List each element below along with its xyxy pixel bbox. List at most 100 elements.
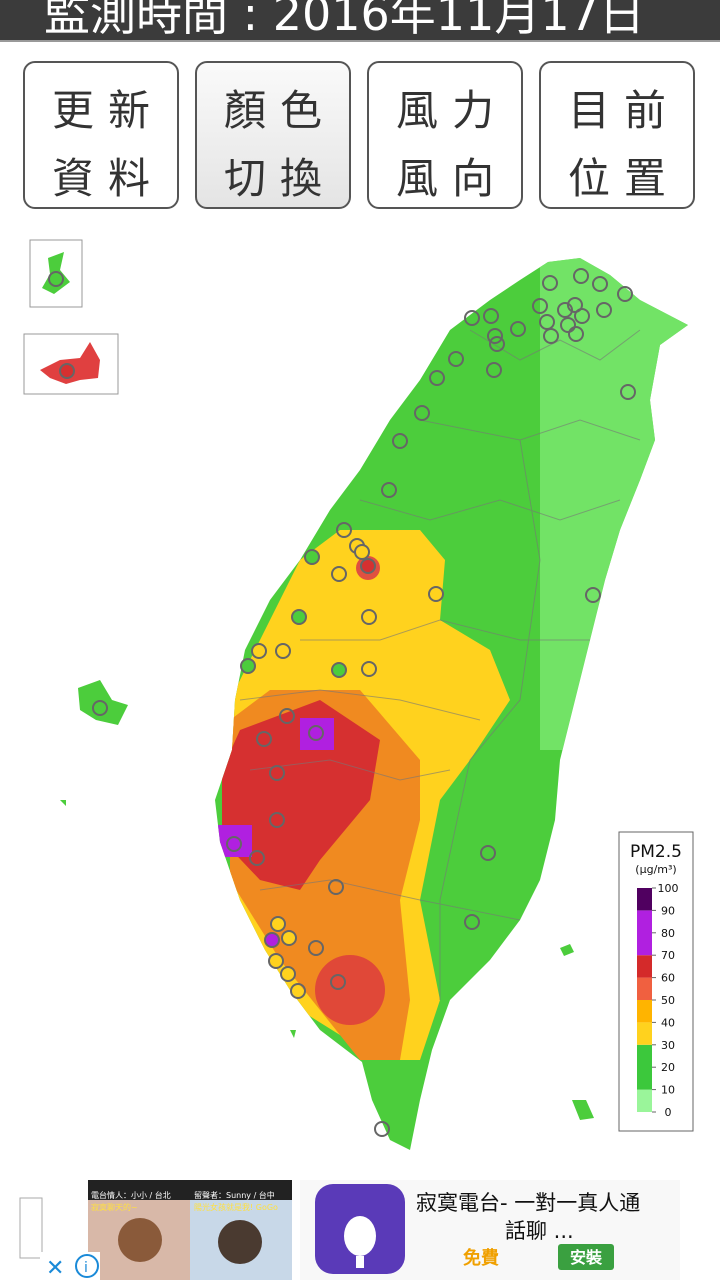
legend-unit: (μg/m³) (635, 863, 676, 876)
wind-button[interactable]: 風力 風向 (367, 61, 523, 209)
station (251, 643, 267, 659)
mic-icon (344, 1216, 376, 1256)
legend-tick-label: 40 (661, 1016, 675, 1029)
legend-tick-label: 90 (661, 904, 675, 917)
station (596, 302, 612, 318)
station (428, 586, 444, 602)
station (620, 384, 636, 400)
station (560, 317, 576, 333)
photo-face (118, 1218, 162, 1262)
legend-band (637, 888, 652, 911)
legend-box (618, 831, 694, 1132)
station (429, 370, 445, 386)
button-line: 資料 (51, 154, 164, 203)
station (275, 643, 291, 659)
station (574, 308, 590, 324)
station (270, 916, 286, 932)
legend-tick-label: 70 (661, 949, 675, 962)
ad-price: 免費 (463, 1247, 499, 1269)
mic-icon (356, 1256, 364, 1268)
button-line: 目前 (567, 86, 680, 135)
station (361, 609, 377, 625)
ad-banner[interactable]: 電台情人：小小 / 台北 留聲者：Sunny / 台中 寂寞聊天的~ 陽光女孩就… (0, 1180, 720, 1280)
install-button[interactable] (558, 1244, 614, 1270)
station (532, 298, 548, 314)
station (330, 974, 346, 990)
location-button[interactable]: 目前 位置 (539, 61, 695, 209)
station (360, 558, 376, 574)
station (487, 328, 503, 344)
button-line: 顏色 (223, 86, 336, 135)
legend-tick-label: 20 (661, 1061, 675, 1074)
station (336, 522, 352, 538)
refresh-button[interactable]: 更新 資料 (23, 61, 179, 209)
station (308, 940, 324, 956)
station (568, 326, 584, 342)
station (331, 662, 347, 678)
ad-caption: 寂寞聊天的~ (91, 1202, 138, 1212)
header-bar: 監測時間 : 2016年11月17日 (0, 0, 720, 42)
station (290, 983, 306, 999)
legend-tick-label: 0 (665, 1106, 672, 1119)
stations (48, 268, 636, 1137)
station (617, 286, 633, 302)
station (92, 700, 108, 716)
station (256, 731, 272, 747)
station (268, 953, 284, 969)
legend-band (637, 1000, 652, 1023)
ad-title: 話聊 ... (505, 1219, 574, 1243)
legend-band (637, 977, 652, 1000)
station (543, 328, 559, 344)
legend-band (637, 1044, 652, 1090)
legend-tick-label: 30 (661, 1039, 675, 1052)
info-icon: i (84, 1260, 88, 1276)
info-icon[interactable] (75, 1254, 99, 1278)
red-zone (315, 955, 385, 1025)
station (392, 433, 408, 449)
station (361, 661, 377, 677)
station (480, 845, 496, 861)
ad-title: 寂寞電台- 一對一真人通 (416, 1191, 640, 1215)
station (483, 308, 499, 324)
station (280, 966, 296, 982)
station (226, 836, 242, 852)
station (414, 405, 430, 421)
station (464, 310, 480, 326)
color-button[interactable]: 顏色 切換 (195, 61, 351, 209)
station (573, 268, 589, 284)
close-icon[interactable]: ✕ (46, 1256, 64, 1280)
station (279, 708, 295, 724)
legend-tick-label: 60 (661, 972, 675, 985)
button-line: 風力 (395, 86, 508, 135)
station (240, 658, 256, 674)
station (269, 765, 285, 781)
station (281, 930, 297, 946)
button-line: 風向 (395, 154, 508, 203)
station (304, 549, 320, 565)
ad-caption: 陽光女孩就是我! GoGo (194, 1202, 278, 1212)
station (48, 271, 64, 287)
islands (23, 239, 594, 1120)
station (510, 321, 526, 337)
station (308, 725, 324, 741)
station (291, 609, 307, 625)
kinmen (40, 342, 100, 384)
station (592, 276, 608, 292)
station (374, 1121, 390, 1137)
station (557, 302, 573, 318)
county-borders (239, 329, 641, 1000)
legend-tick-label: 10 (661, 1084, 675, 1097)
station (585, 587, 601, 603)
ad-caption: 留聲者：Sunny / 台中 (194, 1190, 275, 1200)
button-line: 位置 (567, 154, 680, 203)
station (59, 363, 75, 379)
legend-tick-label: 80 (661, 927, 675, 940)
legend-band (637, 910, 652, 956)
ad-controls (40, 1252, 100, 1280)
ad-caption: 電台情人：小小 / 台北 (91, 1190, 171, 1200)
red-zone (222, 700, 380, 890)
station (331, 566, 347, 582)
